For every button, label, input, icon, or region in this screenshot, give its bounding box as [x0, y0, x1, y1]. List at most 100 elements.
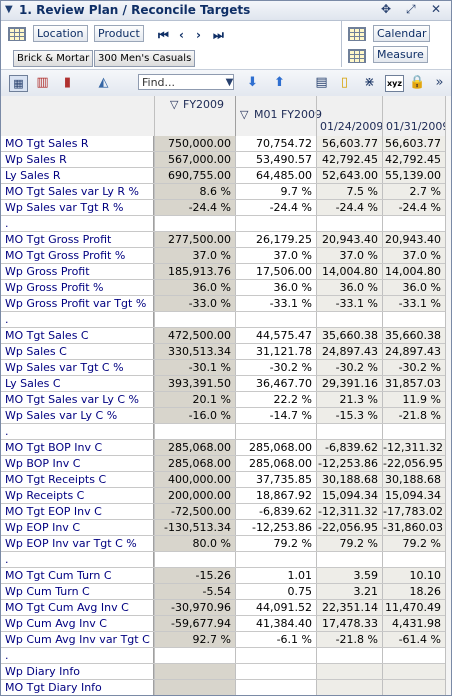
grid-cell[interactable]: 37.0 %	[154, 248, 235, 263]
grid-cell[interactable]	[154, 648, 235, 663]
location-button[interactable]: Location	[33, 25, 88, 42]
grid-cell[interactable]: -30.1 %	[154, 360, 235, 375]
grid-cell[interactable]: 4,431.98	[382, 616, 445, 631]
row-label[interactable]: Wp EOP Inv C	[1, 520, 154, 535]
dimension-grid-icon[interactable]	[8, 27, 26, 41]
grid-cell[interactable]: 36.0 %	[235, 280, 316, 295]
grid-cell[interactable]	[154, 216, 235, 231]
grid-cell[interactable]: -21.8 %	[382, 408, 445, 423]
grid-cell[interactable]: -17,783.02	[382, 504, 445, 519]
row-label[interactable]: .	[1, 648, 154, 663]
location-chip[interactable]: Brick & Mortar	[13, 50, 94, 67]
find-previous-up-icon[interactable]: ⬆	[274, 75, 285, 90]
grid-cell[interactable]: 24,897.43	[382, 344, 445, 359]
grid-cell[interactable]: 22,351.14	[316, 600, 382, 615]
grid-cell[interactable]: 30,188.68	[382, 472, 445, 487]
row-label[interactable]: MO Tgt Sales var Ly C %	[1, 392, 154, 407]
lock-icon[interactable]: 🔒	[409, 75, 426, 90]
collapse-icon[interactable]: ▼	[5, 4, 13, 15]
restore-icon[interactable]: ⤢	[406, 2, 416, 16]
grid-cell[interactable]: 11,470.49	[382, 600, 445, 615]
row-label[interactable]: MO Tgt EOP Inv C	[1, 504, 154, 519]
grid-cell[interactable]: 285,068.00	[235, 456, 316, 471]
grid-cell[interactable]: 20,943.40	[316, 232, 382, 247]
grid-cell[interactable]	[382, 552, 445, 567]
row-label[interactable]: Ly Sales R	[1, 168, 154, 183]
grid-cell[interactable]: 567,000.00	[154, 152, 235, 167]
expand-triangle-icon[interactable]: ▽	[240, 108, 249, 121]
grid-cell[interactable]: -22,056.95	[382, 456, 445, 471]
grid-view-icon[interactable]: ▦	[9, 75, 28, 92]
grid-cell[interactable]: 37.0 %	[382, 248, 445, 263]
row-label[interactable]: MO Tgt Sales R	[1, 136, 154, 151]
grid-cell[interactable]: 18.26	[382, 584, 445, 599]
row-label[interactable]: Wp Sales var Ly C %	[1, 408, 154, 423]
row-label[interactable]: Wp Sales var Tgt R %	[1, 200, 154, 215]
grid-cell[interactable]: -30.2 %	[382, 360, 445, 375]
row-label[interactable]: Wp Gross Profit	[1, 264, 154, 279]
grid-cell[interactable]: -72,500.00	[154, 504, 235, 519]
grid-cell[interactable]: 52,643.00	[316, 168, 382, 183]
notes-icon[interactable]: ▯	[340, 75, 349, 90]
row-label[interactable]: MO Tgt Cum Turn C	[1, 568, 154, 583]
row-label[interactable]: .	[1, 424, 154, 439]
grid-cell[interactable]: 0.75	[235, 584, 316, 599]
grid-cell[interactable]: 393,391.50	[154, 376, 235, 391]
previous-icon[interactable]: ‹	[179, 28, 184, 42]
grid-cell[interactable]	[316, 424, 382, 439]
grid-cell[interactable]	[235, 664, 316, 679]
expand-triangle-icon[interactable]: ▽	[170, 98, 179, 111]
find-dropdown-icon[interactable]: ▼	[225, 77, 234, 88]
grid-cell[interactable]: 7.5 %	[316, 184, 382, 199]
grid-cell[interactable]	[316, 664, 382, 679]
grid-cell[interactable]: 17,506.00	[235, 264, 316, 279]
grid-cell[interactable]: 3.59	[316, 568, 382, 583]
grid-cell[interactable]: 15,094.34	[382, 488, 445, 503]
grid-cell[interactable]: 285,068.00	[235, 440, 316, 455]
grid-cell[interactable]: 80.0 %	[154, 536, 235, 551]
grid-cell[interactable]: -33.0 %	[154, 296, 235, 311]
row-label[interactable]: MO Tgt Diary Info	[1, 680, 154, 695]
row-label[interactable]: Ly Sales C	[1, 376, 154, 391]
close-icon[interactable]: ✕	[431, 2, 442, 16]
grid-cell[interactable]	[154, 664, 235, 679]
grid-cell[interactable]: -15.3 %	[316, 408, 382, 423]
grid-cell[interactable]: 36,467.70	[235, 376, 316, 391]
grid-cell[interactable]: 26,179.25	[235, 232, 316, 247]
grid-cell[interactable]: -24.4 %	[235, 200, 316, 215]
grid-cell[interactable]: 17,478.33	[316, 616, 382, 631]
grid-cell[interactable]: 31,857.03	[382, 376, 445, 391]
move-icon[interactable]: ✥	[381, 2, 392, 16]
grid-cell[interactable]: 185,913.76	[154, 264, 235, 279]
row-label[interactable]: MO Tgt Cum Avg Inv C	[1, 600, 154, 615]
row-label[interactable]: Wp Sales C	[1, 344, 154, 359]
grid-cell[interactable]	[154, 424, 235, 439]
grid-cell[interactable]: -12,311.32	[316, 504, 382, 519]
grid-cell[interactable]: -15.26	[154, 568, 235, 583]
last-page-icon[interactable]: ⏭	[213, 28, 224, 42]
grid-cell[interactable]: -30,970.96	[154, 600, 235, 615]
product-chip[interactable]: 300 Men's Casuals	[94, 50, 196, 67]
grid-cell[interactable]: -30.2 %	[235, 360, 316, 375]
grid-cell[interactable]: 285,068.00	[154, 440, 235, 455]
grid-cell[interactable]: 41,384.40	[235, 616, 316, 631]
calendar-grid-icon[interactable]	[348, 27, 366, 41]
grid-cell[interactable]: -31,860.03	[382, 520, 445, 535]
grid-cell[interactable]: 35,660.38	[316, 328, 382, 343]
measure-grid-icon[interactable]	[348, 49, 366, 63]
grid-cell[interactable]	[382, 648, 445, 663]
grid-cell[interactable]	[316, 216, 382, 231]
area-chart-icon[interactable]: ◭	[98, 75, 109, 90]
row-label[interactable]: Wp Cum Avg Inv C	[1, 616, 154, 631]
grid-cell[interactable]	[235, 424, 316, 439]
grid-cell[interactable]: 21.3 %	[316, 392, 382, 407]
grid-cell[interactable]: 472,500.00	[154, 328, 235, 343]
next-icon[interactable]: ›	[196, 28, 201, 42]
grid-cell[interactable]: 44,575.47	[235, 328, 316, 343]
row-label[interactable]: Wp Sales R	[1, 152, 154, 167]
row-label[interactable]: .	[1, 552, 154, 567]
grid-cell[interactable]: 9.7 %	[235, 184, 316, 199]
grid-cell[interactable]: 3.21	[316, 584, 382, 599]
grid-cell[interactable]: 18,867.92	[235, 488, 316, 503]
row-label[interactable]: MO Tgt Gross Profit	[1, 232, 154, 247]
